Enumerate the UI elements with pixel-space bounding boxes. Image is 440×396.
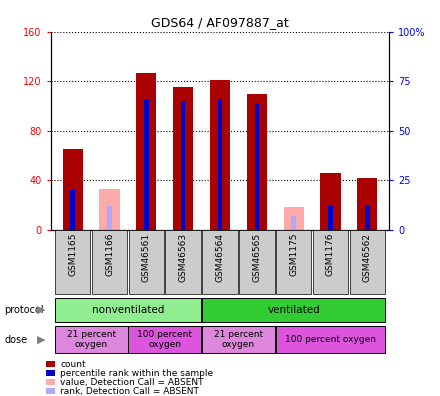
FancyBboxPatch shape — [55, 298, 201, 322]
Bar — [46, 379, 55, 385]
Bar — [247, 93, 267, 230]
Bar — [181, 101, 185, 230]
Text: GSM46564: GSM46564 — [216, 233, 224, 282]
Text: GSM1166: GSM1166 — [105, 233, 114, 276]
FancyBboxPatch shape — [202, 326, 275, 353]
FancyBboxPatch shape — [128, 230, 164, 294]
FancyBboxPatch shape — [55, 230, 90, 294]
FancyBboxPatch shape — [55, 326, 128, 353]
Text: GSM46565: GSM46565 — [252, 233, 261, 282]
Text: dose: dose — [4, 335, 28, 345]
Bar — [218, 99, 222, 230]
Text: nonventilated: nonventilated — [92, 305, 164, 315]
Bar — [62, 149, 83, 230]
Text: protocol: protocol — [4, 305, 44, 315]
Text: GSM1175: GSM1175 — [289, 233, 298, 276]
Text: count: count — [60, 360, 86, 369]
Text: 21 percent
oxygen: 21 percent oxygen — [66, 330, 116, 349]
Bar — [328, 206, 333, 230]
Text: GSM46561: GSM46561 — [142, 233, 151, 282]
Bar — [365, 206, 370, 230]
Text: ▶: ▶ — [37, 335, 46, 345]
Bar — [136, 72, 157, 230]
FancyBboxPatch shape — [128, 326, 201, 353]
Text: value, Detection Call = ABSENT: value, Detection Call = ABSENT — [60, 377, 204, 386]
FancyBboxPatch shape — [350, 230, 385, 294]
FancyBboxPatch shape — [165, 230, 201, 294]
Text: 21 percent
oxygen: 21 percent oxygen — [214, 330, 263, 349]
FancyBboxPatch shape — [239, 230, 275, 294]
Text: ventilated: ventilated — [267, 305, 320, 315]
Bar — [46, 362, 55, 367]
Bar — [291, 216, 296, 230]
Text: rank, Detection Call = ABSENT: rank, Detection Call = ABSENT — [60, 386, 199, 396]
Bar — [46, 370, 55, 376]
Text: GSM1176: GSM1176 — [326, 233, 335, 276]
Text: percentile rank within the sample: percentile rank within the sample — [60, 369, 214, 377]
FancyBboxPatch shape — [276, 230, 312, 294]
FancyBboxPatch shape — [202, 230, 238, 294]
Bar — [99, 189, 120, 230]
FancyBboxPatch shape — [313, 230, 348, 294]
Bar — [210, 80, 230, 230]
FancyBboxPatch shape — [202, 298, 385, 322]
FancyBboxPatch shape — [92, 230, 127, 294]
FancyBboxPatch shape — [275, 326, 385, 353]
Text: 100 percent oxygen: 100 percent oxygen — [285, 335, 376, 344]
Bar — [320, 173, 341, 230]
Text: 100 percent
oxygen: 100 percent oxygen — [137, 330, 192, 349]
Text: GSM46562: GSM46562 — [363, 233, 372, 282]
Bar — [283, 208, 304, 230]
Bar — [255, 103, 259, 230]
Bar — [173, 88, 193, 230]
Bar — [70, 190, 75, 230]
Title: GDS64 / AF097887_at: GDS64 / AF097887_at — [151, 16, 289, 29]
Text: GSM46563: GSM46563 — [179, 233, 188, 282]
Bar — [46, 388, 55, 394]
Text: ▶: ▶ — [37, 305, 46, 315]
Bar — [357, 178, 378, 230]
Bar — [144, 99, 149, 230]
Bar — [107, 206, 112, 230]
Text: GSM1165: GSM1165 — [68, 233, 77, 276]
